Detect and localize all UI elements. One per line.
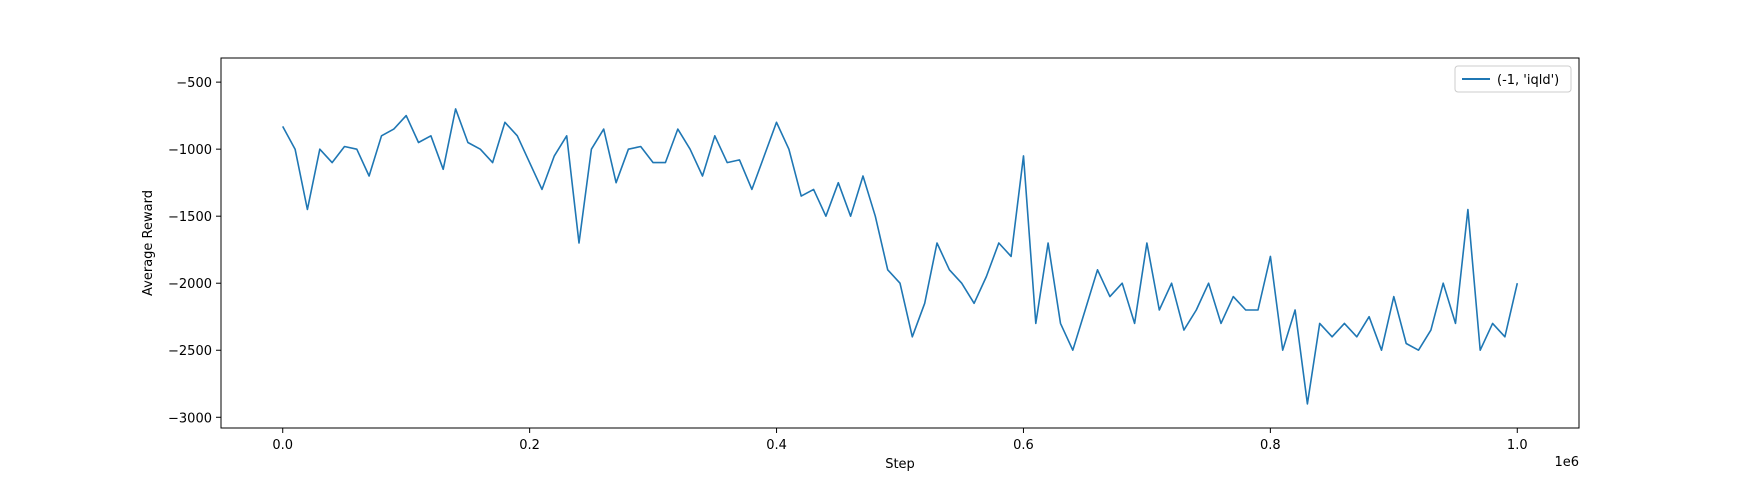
y-tick-label: −1500 [168,210,212,225]
y-tick-label: −500 [176,76,212,91]
y-tick-label: −2500 [168,344,212,359]
x-tick-label: 0.0 [272,438,293,453]
y-tick-label: −1000 [168,143,212,158]
y-axis-label: Average Reward [141,190,156,296]
series-layer [281,108,1519,405]
x-axis-label: Step [885,457,915,472]
y-tick-label: −2000 [168,277,212,292]
x-axis-offset-label: 1e6 [1554,455,1579,470]
x-tick-label: 0.2 [519,438,540,453]
x-tick-label: 0.8 [1260,438,1281,453]
legend: (-1, 'iqld') [1454,65,1572,93]
x-axis: 0.0 0.2 0.4 0.6 0.8 1.0 [272,428,1528,453]
x-tick-label: 0.4 [766,438,787,453]
y-tick-label: −3000 [168,411,212,426]
series-line-0 [281,108,1519,405]
x-tick-label: 0.6 [1013,438,1034,453]
legend-box [1454,65,1572,93]
y-axis: −500 −1000 −1500 −2000 −2500 −3000 [168,76,221,426]
plot-area-frame [220,57,1580,429]
legend-label: (-1, 'iqld') [1497,73,1559,88]
x-tick-label: 1.0 [1507,438,1528,453]
